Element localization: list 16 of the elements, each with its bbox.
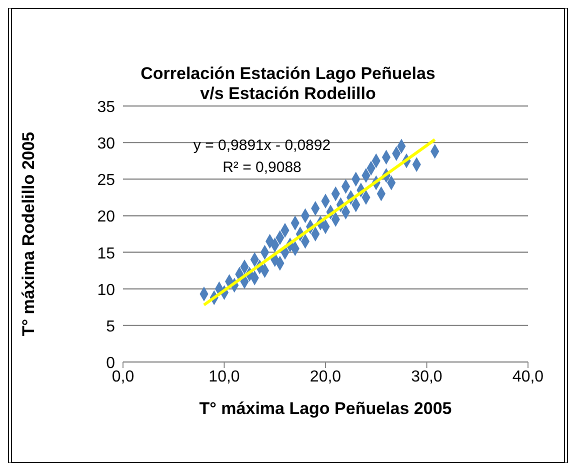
chart-title: Correlación Estación Lago Peñuelas v/s Estación Rodelillo (140, 64, 436, 103)
y-tick-label: 15 (97, 245, 116, 262)
y-tick-label: 35 (97, 99, 116, 116)
x-tick-label: 20,0 (310, 368, 342, 386)
annotation: R² = 0,9088 (222, 158, 302, 178)
y-tick-label: 20 (97, 208, 116, 226)
y-tick-label: 5 (106, 318, 116, 336)
x-axis-title: T° máxima Lago Peñuelas 2005 (199, 399, 452, 418)
y-tick-label: 10 (97, 282, 116, 299)
y-axis-title: T° máxima Rodelillo 2005 (19, 132, 38, 336)
y-tick-label: 25 (97, 172, 116, 190)
x-tick-label: 40,0 (512, 368, 544, 386)
x-tick-label: 30,0 (411, 368, 442, 386)
x-tick-label: 10,0 (208, 368, 240, 386)
y-tick-label: 30 (97, 136, 116, 153)
annotation: y = 0,9891x - 0,0892 (192, 136, 332, 156)
